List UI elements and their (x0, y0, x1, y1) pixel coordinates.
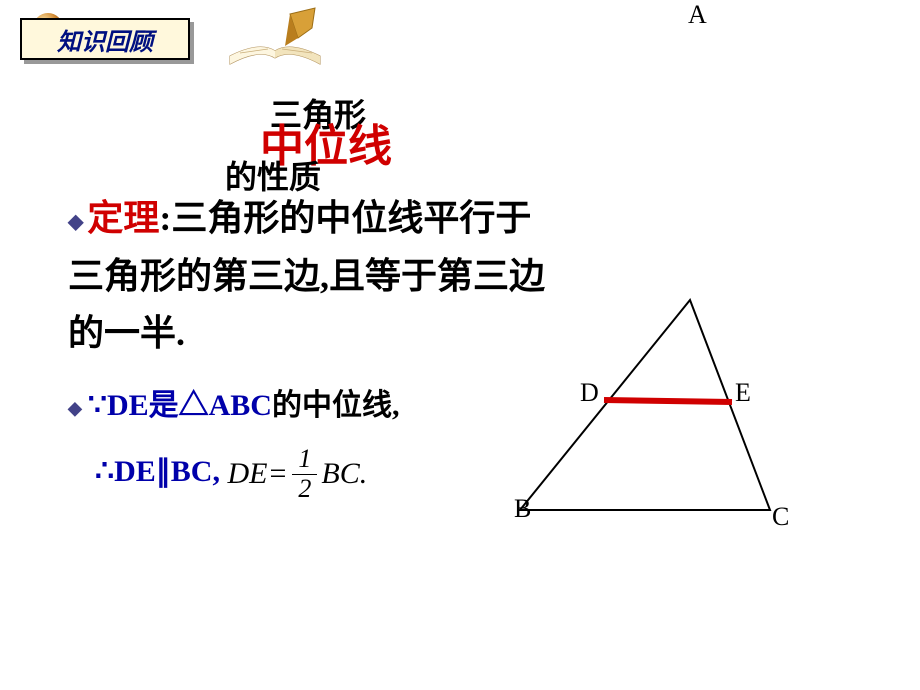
premise-block: ◆ ∵DE是△ABC的中位线, (68, 380, 399, 424)
label-a: A (688, 0, 707, 30)
header-box: 知识回顾 (20, 18, 190, 60)
triangle-outline (520, 300, 770, 510)
midline-de (604, 400, 732, 402)
label-c: C (772, 502, 789, 532)
premise-suffix: 的中位线, (272, 389, 400, 422)
frac-den: 2 (292, 475, 317, 504)
theorem-sep: : (159, 198, 171, 238)
formula-right: BC. (321, 457, 367, 491)
math-formula: DE = 1 2 BC. (227, 445, 367, 503)
label-e: E (735, 378, 751, 408)
label-b: B (514, 494, 531, 524)
frac-num: 1 (292, 445, 317, 475)
book-icon (220, 6, 330, 76)
fraction: 1 2 (292, 445, 317, 503)
theorem-label: 定理 (87, 198, 159, 238)
parallel-text: DE∥BC, (114, 455, 220, 488)
bullet-icon: ◆ (68, 398, 82, 418)
formula-left: DE (227, 457, 267, 491)
theorem-block: ◆定理:三角形的中位线平行于三角形的第三边,且等于第三边的一半. (68, 190, 548, 363)
triangle-diagram (510, 290, 800, 540)
therefore-symbol: ∴ (95, 455, 114, 488)
label-d: D (580, 378, 599, 408)
header-label: 知识回顾 (57, 22, 153, 57)
since-symbol: ∵ (88, 389, 107, 422)
premise-text: DE是△ABC (107, 389, 272, 422)
equals: = (269, 457, 286, 491)
bullet-icon: ◆ (68, 211, 83, 233)
conclusion-block: ∴DE∥BC, DE = 1 2 BC. (95, 445, 367, 503)
